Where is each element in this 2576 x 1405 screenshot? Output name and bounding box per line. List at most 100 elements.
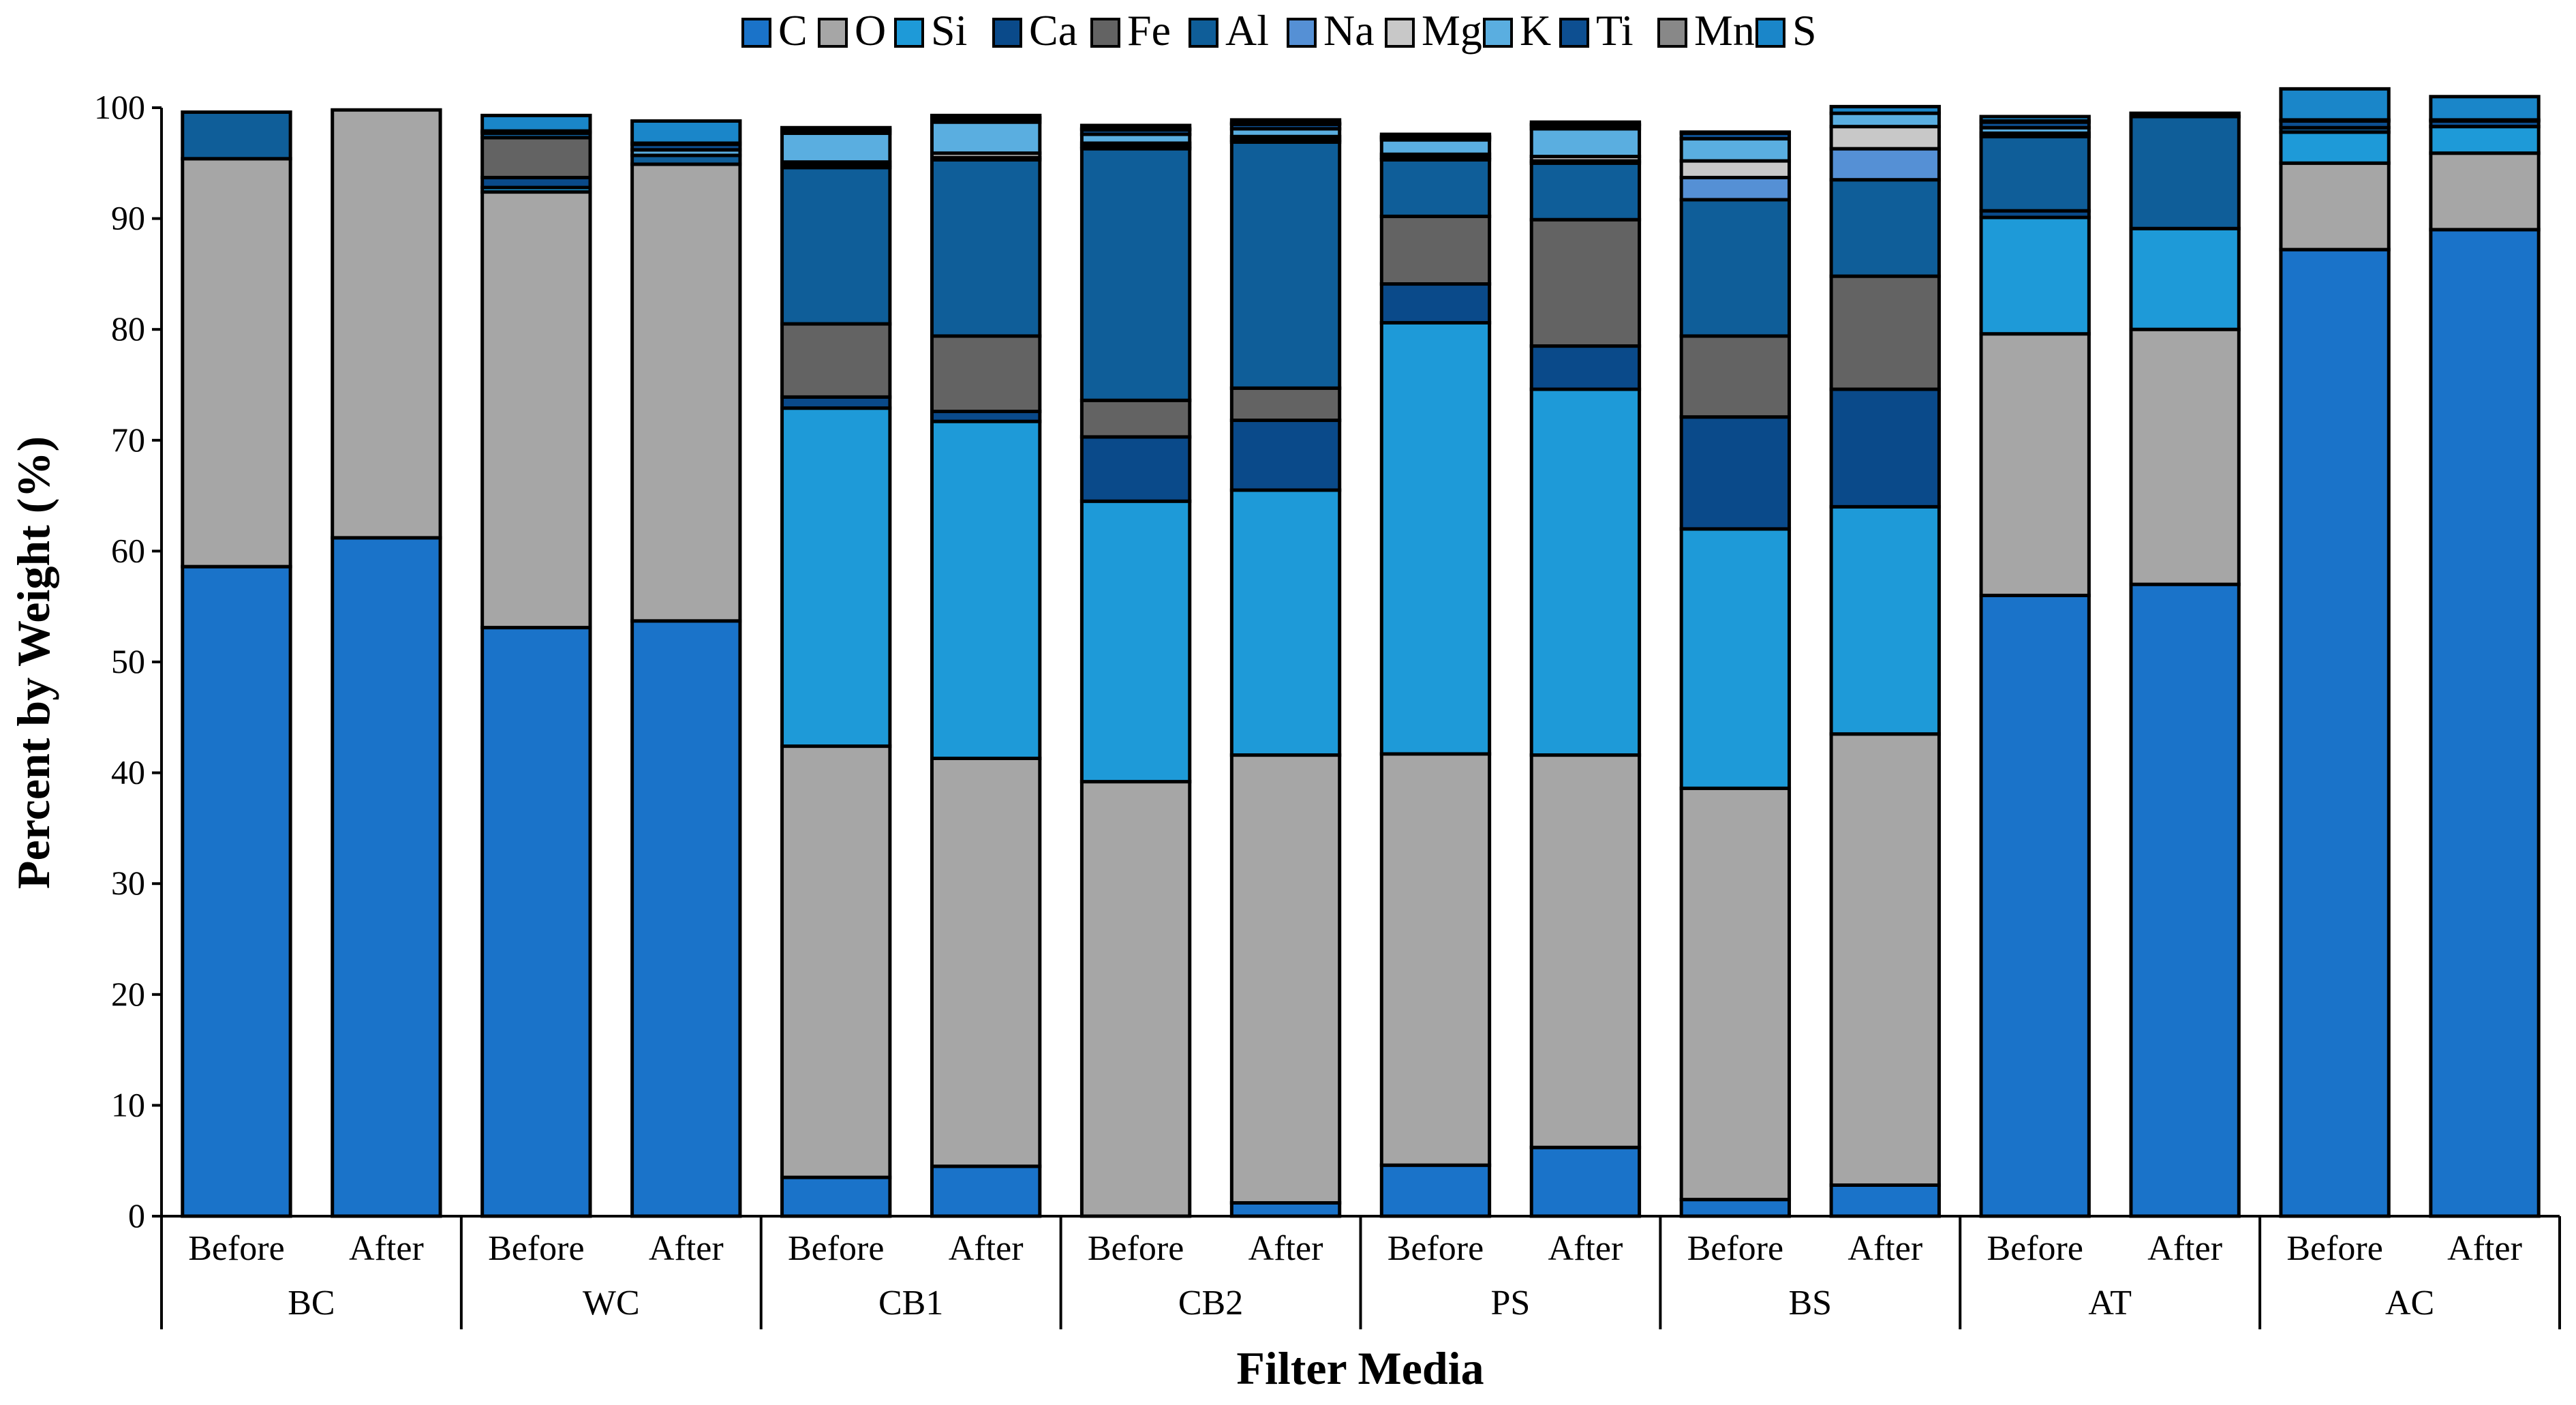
bar-segment-o xyxy=(331,108,442,540)
x-group-label: AT xyxy=(2088,1284,2132,1323)
bar-segment-c xyxy=(480,626,592,1218)
bar-segment-ca xyxy=(1679,415,1792,531)
bar-segment-ca xyxy=(1379,282,1492,324)
x-subcategory-label: After xyxy=(1847,1229,1922,1268)
bar-segment-o xyxy=(780,744,892,1179)
bar-segment-si xyxy=(1829,504,1941,736)
y-tick-label: 20 xyxy=(111,975,145,1013)
bar-segment-o xyxy=(2279,161,2391,252)
bar-segment-al xyxy=(1979,134,2091,213)
category-axis-labels: Before After Before After Before After Before A… xyxy=(160,1216,2561,1329)
x-subcategory-label: After xyxy=(349,1229,424,1268)
bar-segment-s xyxy=(1979,115,2091,123)
bar-segment-s xyxy=(780,125,892,132)
y-tick-label: 30 xyxy=(111,864,145,902)
bar-segment-fe xyxy=(1379,214,1492,286)
y-tick-label: 100 xyxy=(94,88,145,126)
bar-segment-si xyxy=(780,406,892,749)
bar-segment-si xyxy=(1379,320,1492,756)
bar-segment-ca xyxy=(1529,344,1642,391)
bar-segment-s xyxy=(2429,95,2541,122)
x-group-label: CB1 xyxy=(878,1284,943,1323)
bar-segment-fe xyxy=(780,322,892,399)
legend-label-si: Si xyxy=(931,6,967,55)
bar-segment-c xyxy=(2279,247,2391,1218)
bar-segment-o xyxy=(1979,332,2091,597)
x-subcategory-label: Before xyxy=(1687,1229,1783,1268)
y-tick-label: 90 xyxy=(111,199,145,237)
bar-segment-s xyxy=(630,119,742,145)
legend-swatch-c xyxy=(741,18,771,48)
bar-segment-al xyxy=(2129,115,2241,230)
bar-segment-mg xyxy=(1829,125,1941,151)
bar-segment-al xyxy=(1079,147,1192,402)
legend-label-o: O xyxy=(855,6,886,55)
bar-segment-c xyxy=(630,619,742,1218)
bar-segment-fe xyxy=(1229,386,1342,423)
legend-swatch-al xyxy=(1189,18,1218,48)
bar-segment-si xyxy=(1529,387,1642,757)
bar-segment-k xyxy=(1529,127,1642,159)
y-tick-label: 10 xyxy=(111,1085,145,1123)
y-axis-title: Percent by Weight (%) xyxy=(7,436,59,889)
bar-segment-al xyxy=(1679,198,1792,338)
legend-label-na: Na xyxy=(1323,6,1375,55)
bar-segment-s xyxy=(1829,104,1941,115)
x-group-label: BS xyxy=(1789,1284,1833,1323)
y-tick-label: 70 xyxy=(111,421,145,459)
x-subcategory-label: Before xyxy=(1387,1229,1484,1268)
legend-swatch-s xyxy=(1755,18,1785,48)
bar-segment-si xyxy=(930,419,1042,760)
x-subcategory-label: Before xyxy=(1987,1229,2083,1268)
legend-label-al: Al xyxy=(1225,6,1269,55)
bar-segment-s xyxy=(1529,120,1642,126)
bar-segment-o xyxy=(1379,752,1492,1167)
x-subcategory-label: Before xyxy=(2286,1229,2382,1268)
legend-swatch-k xyxy=(1483,18,1513,48)
bar-segment-o xyxy=(1529,753,1642,1149)
bar-segment-ca xyxy=(1229,419,1342,492)
bar-segment-ca xyxy=(1079,435,1192,503)
y-tick-label: 50 xyxy=(111,642,145,680)
bar-segment-al xyxy=(780,166,892,326)
bar-segment-s xyxy=(930,113,1042,120)
bar-segment-o xyxy=(1229,753,1342,1205)
x-subcategory-label: After xyxy=(2447,1229,2522,1268)
legend-label-k: K xyxy=(1520,6,1551,55)
bar-segment-o xyxy=(1079,780,1192,1218)
bar-segment-si xyxy=(2279,130,2391,165)
bar-segment-c xyxy=(780,1175,892,1218)
x-subcategory-label: After xyxy=(2147,1229,2222,1268)
bar-segment-c xyxy=(2429,228,2541,1218)
x-subcategory-label: Before xyxy=(488,1229,584,1268)
y-tick-label: 60 xyxy=(111,531,145,569)
x-subcategory-label: After xyxy=(949,1229,1024,1268)
legend-label-mn: Mn xyxy=(1694,6,1755,55)
legend-swatch-fe xyxy=(1090,18,1120,48)
bar-segment-mg xyxy=(1679,159,1792,179)
y-tick-label: 0 xyxy=(128,1196,145,1235)
bar-segment-k xyxy=(930,120,1042,155)
bar-segment-c xyxy=(331,536,442,1218)
legend-label-fe: Fe xyxy=(1127,6,1171,55)
legend-swatch-mg xyxy=(1385,18,1415,48)
x-subcategory-label: Before xyxy=(1088,1229,1184,1268)
bar-segment-k xyxy=(1829,111,1941,129)
bar-segment-al xyxy=(1229,140,1342,390)
y-tick-label: 80 xyxy=(111,309,145,348)
bar-segment-si xyxy=(1679,527,1792,790)
bar-segment-c xyxy=(1379,1163,1492,1218)
bar-segment-c xyxy=(1829,1183,1941,1218)
bar-segment-si xyxy=(2429,125,2541,155)
bar-segment-k xyxy=(1379,138,1492,156)
legend-label-c: C xyxy=(778,6,808,55)
bar-segment-si xyxy=(2129,226,2241,331)
bar-segment-c xyxy=(1679,1198,1792,1218)
bar-segment-fe xyxy=(930,334,1042,414)
bar-segment-na xyxy=(1829,147,1941,182)
bar-segment-na xyxy=(1679,175,1792,202)
legend-swatch-o xyxy=(818,18,848,48)
bar-segment-fe xyxy=(1679,334,1792,419)
bar-segment-si xyxy=(1979,215,2091,336)
